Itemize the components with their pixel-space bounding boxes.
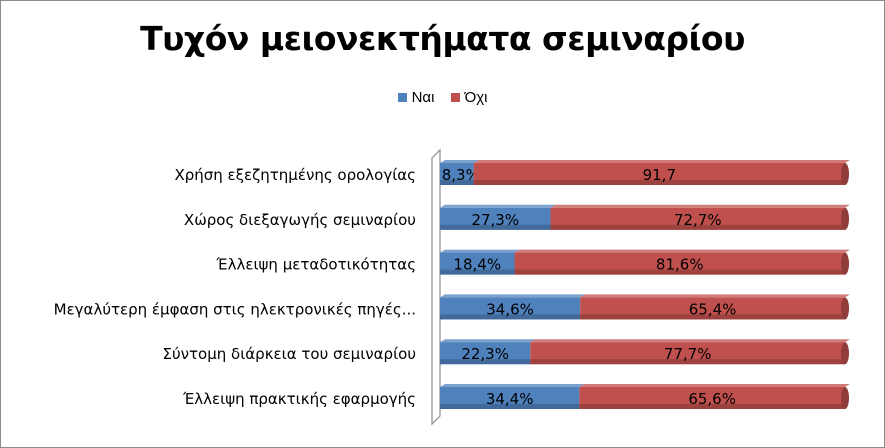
bar-segment-yes [440,160,479,185]
bar-segment-no [473,160,850,185]
bar-end-cap [841,252,849,275]
data-label: 34,6% [486,300,534,318]
category-label: Έλλειψη πρακτικής εφαρμογής [182,390,416,408]
bar-end-cap [841,207,849,230]
legend-label-yes: Ναι [411,89,435,106]
category-label: Μεγαλύτερη έμφαση στις ηλεκτρονικές πηγέ… [54,300,416,318]
bar-end-cap [841,342,849,365]
data-label: 34,4% [486,390,534,408]
data-label: 27,3% [471,211,519,229]
bar-segment-yes [440,204,556,230]
bar-segment-no [530,339,850,365]
bar-segment-no [580,294,850,320]
category-label: Χρήση εξεζητημένης ορολογίας [174,166,416,184]
bar-segment-yes [440,294,586,320]
data-label: 65,6% [688,390,736,408]
data-label: 91,7 [643,166,676,184]
legend-item-no: Όχι [450,89,488,106]
bar-segment-no [550,204,850,230]
chart-title: Τυχόν μειονεκτήματα σεμιναρίου [140,19,745,58]
category-label: Έλλειψη μεταδοτικότητας [215,256,416,274]
legend-swatch-no [450,93,460,102]
data-label: 22,3% [461,345,509,363]
bar-segment-yes [440,384,585,409]
data-label: 72,7% [674,211,722,229]
category-label: Χώρος διεξαγωγής σεμιναρίου [184,211,416,229]
bar-segment-yes [440,249,520,275]
axis-wall [431,148,441,426]
bar-end-cap [841,297,849,320]
category-label: Σύντομη διάρκεια του σεμιναρίου [162,345,416,363]
chart-legend: Ναι Όχι [1,89,884,106]
data-label: 81,6% [656,256,704,274]
data-label: 8,3% [442,166,480,184]
bar-segment-yes [440,339,536,365]
data-label: 65,4% [689,300,737,318]
bar-end-cap [841,163,849,185]
legend-label-no: Όχι [464,89,488,106]
legend-item-yes: Ναι [397,89,435,106]
data-label: 77,7% [664,345,712,363]
bar-segment-no [514,249,850,275]
bar-end-cap [841,387,849,409]
bar-segment-no [579,384,850,409]
legend-swatch-yes [397,93,407,102]
data-label: 18,4% [453,256,501,274]
